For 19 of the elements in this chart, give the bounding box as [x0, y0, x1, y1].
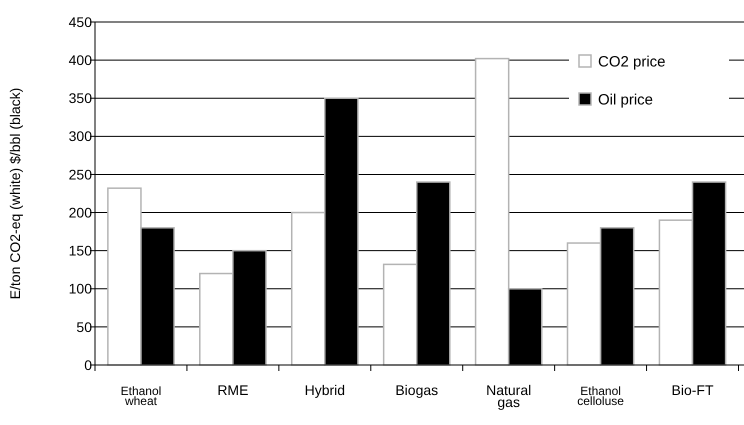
x-tick-label: Bio-FT: [672, 382, 714, 398]
y-tick-label: 450: [68, 14, 92, 30]
x-tick-label: Ethanol wheat: [120, 384, 162, 408]
y-tick-label: 350: [68, 90, 92, 106]
x-tick-label: RME: [217, 382, 248, 398]
y-tick-label: 400: [68, 52, 92, 68]
y-tick-label: 300: [68, 128, 92, 144]
legend-label: Oil price: [598, 91, 654, 108]
x-tick-label: Natural gas: [486, 382, 532, 410]
y-tick-label: 150: [68, 242, 92, 259]
x-tick-label: Biogas: [395, 382, 438, 398]
y-tick-label: 250: [68, 166, 92, 182]
x-tick-label: Hybrid: [304, 382, 346, 398]
legend-label: CO2 price: [598, 53, 666, 70]
y-tick-label: 100: [68, 280, 92, 297]
y-tick-label: 50: [76, 318, 92, 335]
y-tick-label: 200: [68, 204, 92, 220]
x-tick-label: Ethanol celloluse: [577, 384, 624, 408]
y-axis-title: E/ton CO2-eq (white) $/bbl (black): [7, 88, 23, 300]
